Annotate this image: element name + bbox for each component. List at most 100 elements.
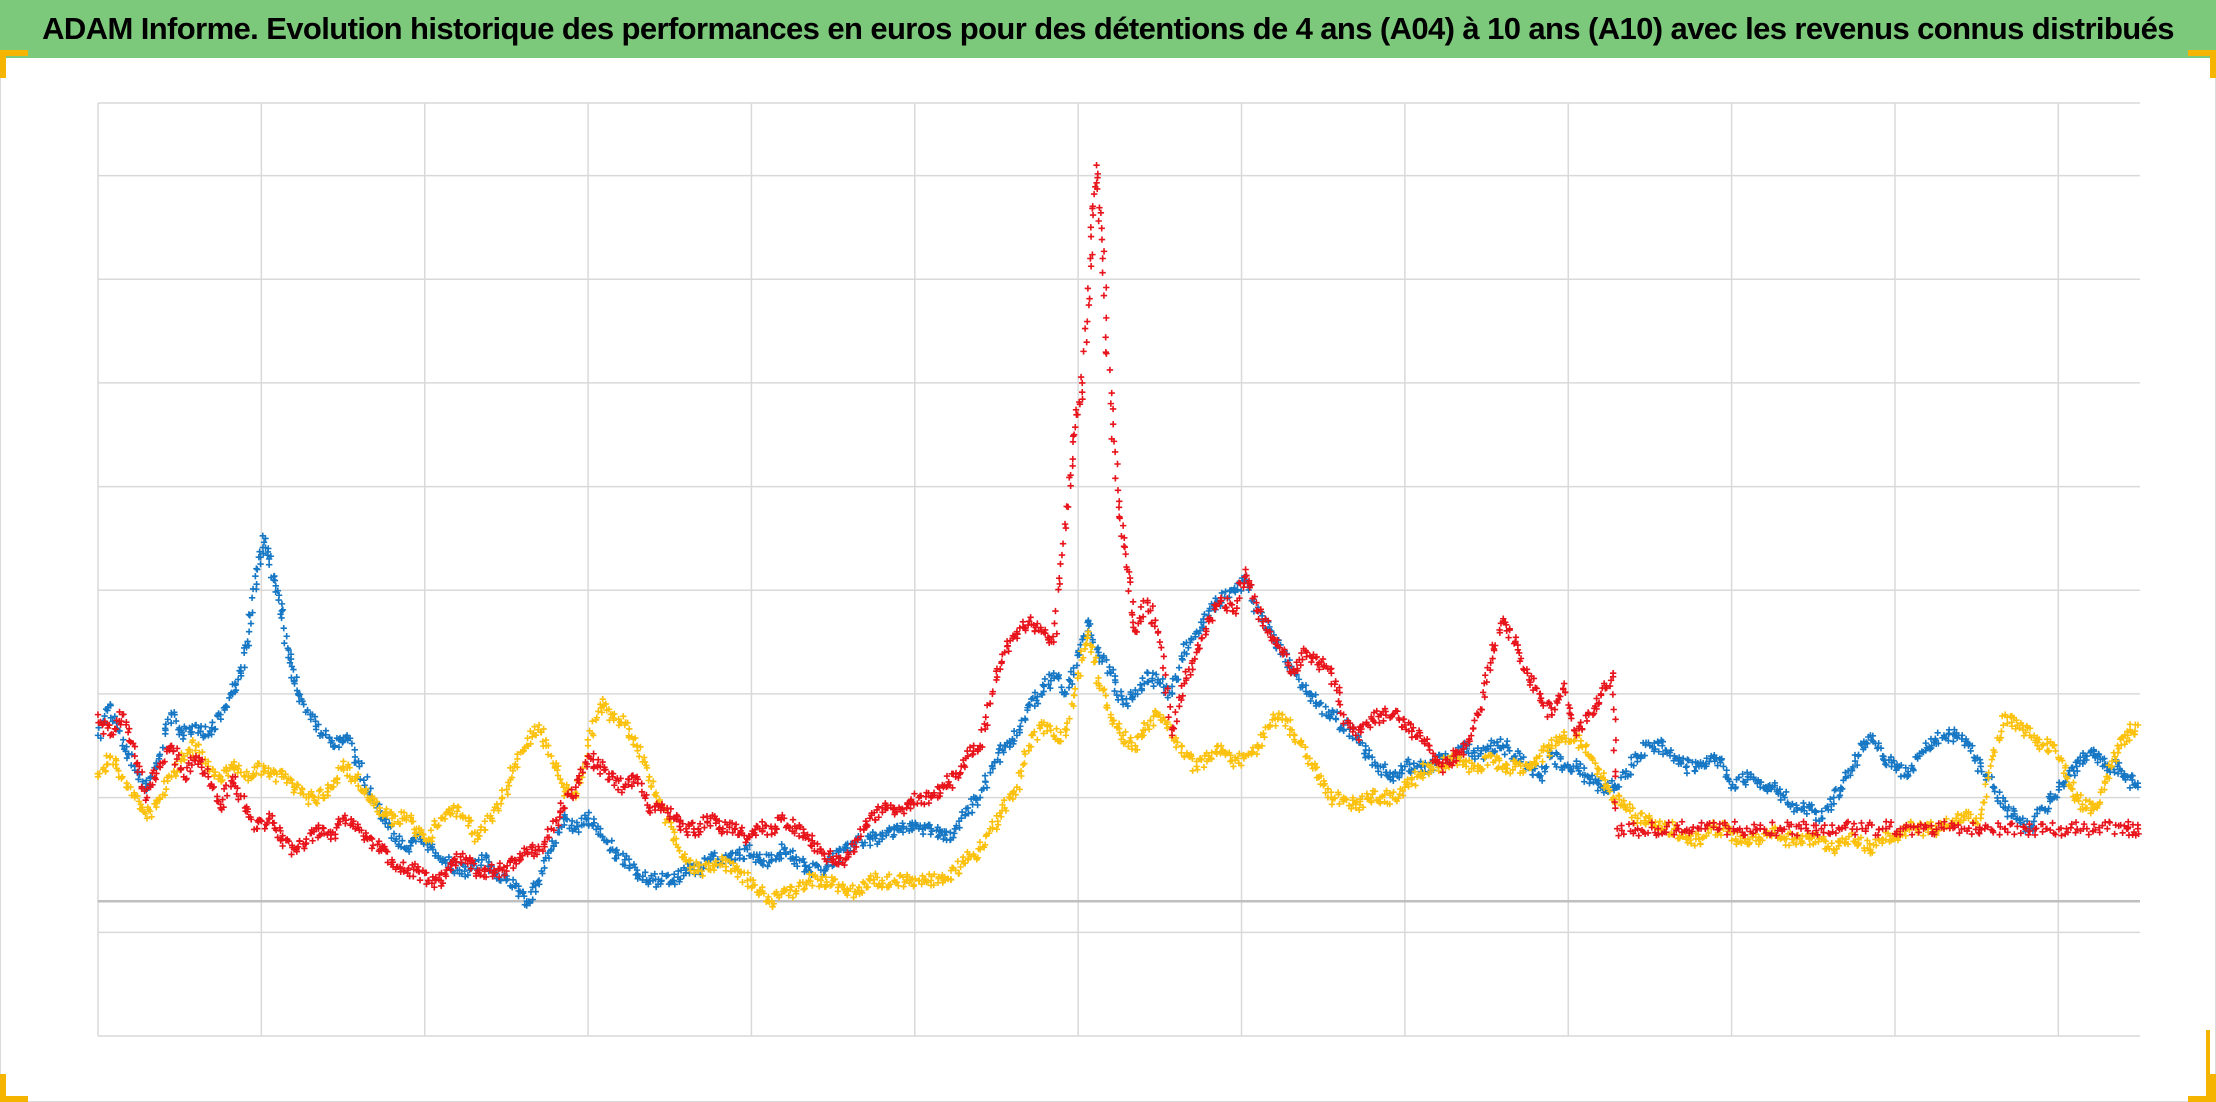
data-point-fill	[585, 809, 593, 816]
data-point-fill	[1506, 747, 1513, 754]
data-point-fill	[808, 832, 816, 839]
data-point	[1609, 669, 1617, 677]
data-point-fill	[232, 680, 239, 688]
data-point-fill	[899, 829, 907, 836]
data-point-fill	[1641, 752, 1648, 759]
data-point-fill	[1537, 772, 1544, 779]
data-point-fill	[1398, 770, 1406, 777]
data-point-fill	[2111, 769, 2118, 776]
data-point-fill	[1016, 729, 1023, 736]
data-point-fill	[1630, 762, 1637, 769]
data-point-fill	[809, 882, 816, 889]
data-point-fill	[532, 888, 539, 895]
data-point-fill	[801, 863, 809, 870]
data-point-fill	[509, 767, 517, 775]
data-point-fill	[290, 666, 297, 673]
data-point-fill	[1962, 738, 1969, 745]
data-point-fill	[226, 694, 233, 702]
data-point-fill	[408, 818, 415, 825]
data-point-fill	[800, 886, 807, 893]
data-point-fill	[1120, 543, 1128, 550]
data-point-fill	[1137, 681, 1144, 689]
data-point-fill	[321, 794, 328, 801]
data-point-fill	[1173, 718, 1181, 725]
data-point-fill	[461, 867, 468, 875]
data-point-fill	[1309, 693, 1316, 700]
data-point-fill	[1516, 750, 1523, 757]
data-point-fill	[1175, 664, 1183, 671]
data-point-fill	[206, 727, 214, 735]
data-point-fill	[1675, 754, 1683, 761]
data-point	[940, 835, 947, 843]
data-point-fill	[1875, 740, 1882, 747]
data-point-fill	[1539, 758, 1546, 765]
data-point-fill	[1113, 691, 1120, 699]
data-point-fill	[1789, 800, 1796, 808]
data-point-fill	[2095, 750, 2102, 758]
data-point-fill	[476, 832, 483, 840]
data-point	[744, 877, 751, 884]
data-point-fill	[362, 785, 370, 793]
data-point-fill	[1782, 788, 1790, 796]
data-point	[119, 742, 126, 749]
data-point-fill	[1095, 217, 1102, 225]
data-point-fill	[584, 736, 592, 743]
data-point-fill	[390, 820, 398, 827]
data-point-fill	[230, 758, 238, 766]
data-point-fill	[1883, 761, 1890, 769]
data-point-fill	[1123, 695, 1130, 703]
data-point-fill	[746, 842, 753, 849]
data-point-fill	[927, 831, 934, 838]
data-point-fill	[911, 790, 918, 797]
data-point-fill	[1697, 840, 1704, 847]
data-point-fill	[324, 788, 331, 796]
data-point-fill	[161, 791, 169, 799]
data-point-fill	[864, 883, 872, 891]
data-point-fill	[1087, 233, 1095, 240]
data-point-fill	[1839, 785, 1846, 793]
data-point-fill	[1006, 743, 1013, 751]
data-point-fill	[994, 818, 1001, 825]
data-point-fill	[123, 743, 130, 750]
data-point-fill	[1861, 744, 1869, 751]
data-point-fill	[1099, 269, 1106, 276]
data-point-fill	[1732, 785, 1739, 792]
data-point-fill	[759, 884, 766, 891]
data-point-fill	[1218, 589, 1226, 597]
data-point-fill	[2001, 798, 2009, 805]
data-point-fill	[315, 721, 322, 728]
data-point-fill	[1410, 760, 1417, 767]
data-point-fill	[1154, 629, 1162, 636]
data-point	[205, 773, 212, 781]
data-point-fill	[1426, 746, 1433, 754]
data-point-fill	[241, 793, 248, 800]
data-point-fill	[726, 858, 734, 866]
data-point-fill	[2106, 819, 2114, 826]
data-point-fill	[1471, 717, 1478, 724]
data-point-fill	[956, 824, 963, 831]
data-point-fill	[399, 837, 406, 844]
data-point-fill	[744, 869, 752, 877]
data-point-fill	[617, 718, 624, 726]
data-point-fill	[391, 812, 399, 820]
data-point-fill	[1742, 781, 1749, 788]
data-point-fill	[529, 733, 536, 740]
data-point-fill	[1827, 795, 1834, 803]
data-point-fill	[270, 819, 278, 827]
data-point-fill	[2005, 803, 2013, 811]
data-point-fill	[1619, 769, 1627, 776]
data-point-fill	[1969, 742, 1976, 749]
data-point-fill	[615, 851, 622, 859]
data-point-fill	[126, 725, 133, 732]
data-point-fill	[592, 716, 600, 724]
data-point-fill	[554, 762, 562, 770]
data-point-fill	[1922, 739, 1929, 747]
data-point-fill	[1106, 366, 1114, 374]
data-point-fill	[704, 818, 711, 825]
data-point	[1928, 742, 1935, 749]
data-point-fill	[1272, 722, 1279, 729]
data-point-fill	[993, 826, 1000, 833]
data-point-fill	[223, 767, 230, 775]
data-point-fill	[1713, 754, 1720, 761]
data-point-fill	[2055, 786, 2063, 794]
